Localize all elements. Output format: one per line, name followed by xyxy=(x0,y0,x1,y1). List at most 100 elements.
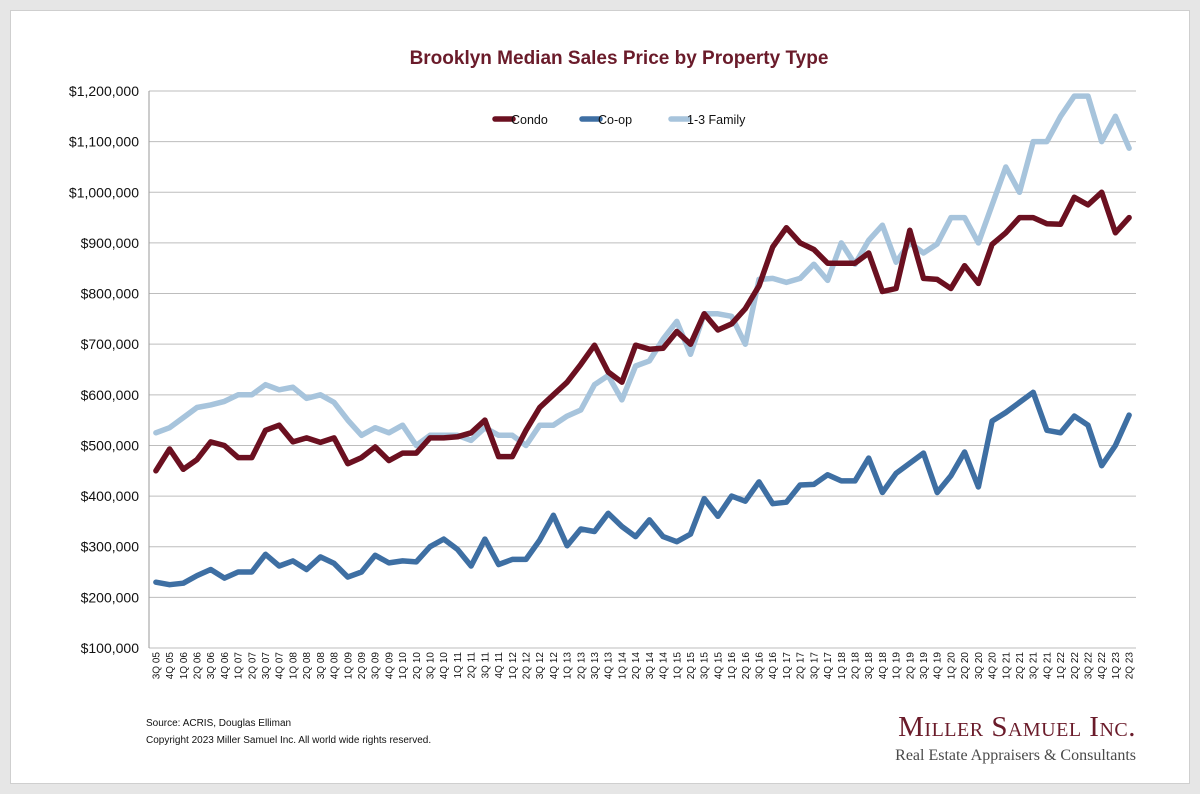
chart-card: Brooklyn Median Sales Price by Property … xyxy=(10,10,1190,784)
x-tick-label: 3Q 13 xyxy=(590,652,601,680)
x-tick-label: 3Q 06 xyxy=(206,652,217,680)
x-tick-label: 2Q 08 xyxy=(302,652,313,680)
x-tick-label: 1Q 07 xyxy=(234,652,245,680)
chart-title: Brooklyn Median Sales Price by Property … xyxy=(410,48,829,69)
x-tick-label: 1Q 11 xyxy=(453,652,464,679)
x-tick-label: 4Q 19 xyxy=(933,652,944,680)
y-tick-label: $300,000 xyxy=(81,539,140,555)
x-tick-label: 1Q 08 xyxy=(288,652,299,680)
y-tick-label: $1,000,000 xyxy=(69,184,139,200)
x-tick-label: 2Q 10 xyxy=(412,652,423,680)
x-tick-label: 4Q 22 xyxy=(1097,652,1108,680)
company-logo-title: Miller Samuel Inc. xyxy=(898,711,1136,743)
x-tick-label: 1Q 22 xyxy=(1056,652,1067,680)
x-tick-label: 4Q 13 xyxy=(604,652,615,680)
y-tick-label: $800,000 xyxy=(81,286,140,302)
x-tick-label: 3Q 09 xyxy=(371,652,382,680)
y-axis-ticks: $100,000 $200,000 $300,000 $400,000 $500,000… xyxy=(69,83,139,656)
x-tick-label: 3Q 16 xyxy=(755,652,766,680)
y-tick-label: $700,000 xyxy=(81,336,140,352)
x-tick-label: 1Q 13 xyxy=(563,652,574,680)
x-tick-label: 3Q 20 xyxy=(974,652,985,680)
x-tick-label: 3Q 08 xyxy=(316,652,327,680)
company-logo-tagline: Real Estate Appraisers & Consultants xyxy=(895,747,1136,764)
x-tick-label: 2Q 18 xyxy=(850,652,861,680)
x-tick-label: 4Q 16 xyxy=(768,652,779,680)
series-line-condo xyxy=(153,189,1132,474)
x-tick-label: 3Q 14 xyxy=(645,652,656,680)
x-tick-label: 2Q 11 xyxy=(467,652,478,679)
x-tick-label: 4Q 08 xyxy=(330,652,341,680)
x-tick-label: 3Q 15 xyxy=(700,652,711,680)
x-tick-label: 3Q 10 xyxy=(426,652,437,680)
x-tick-label: 4Q 11 xyxy=(494,652,505,679)
x-tick-label: 1Q 09 xyxy=(343,652,354,680)
x-tick-label: 4Q 17 xyxy=(823,652,834,680)
x-tick-label: 4Q 05 xyxy=(165,652,176,680)
x-tick-label: 2Q 17 xyxy=(796,652,807,680)
x-tick-label: 2Q 21 xyxy=(1015,652,1026,680)
source-note: Source: ACRIS, Douglas Elliman xyxy=(146,718,292,729)
x-tick-label: 4Q 15 xyxy=(713,652,724,680)
y-tick-label: $900,000 xyxy=(81,235,140,251)
x-tick-label: 2Q 22 xyxy=(1070,652,1081,680)
x-tick-label: 2Q 23 xyxy=(1125,652,1136,680)
y-tick-label: $100,000 xyxy=(81,640,140,656)
x-tick-label: 2Q 07 xyxy=(247,652,258,680)
y-tick-label: $500,000 xyxy=(81,437,140,453)
y-tick-label: $1,200,000 xyxy=(69,83,139,99)
x-tick-label: 3Q 17 xyxy=(809,652,820,680)
x-tick-label: 1Q 23 xyxy=(1111,652,1122,680)
x-tick-label: 2Q 13 xyxy=(576,652,587,680)
x-tick-label: 3Q 21 xyxy=(1029,652,1040,680)
y-tick-label: $200,000 xyxy=(81,589,140,605)
x-tick-label: 4Q 20 xyxy=(988,652,999,680)
x-tick-label: 4Q 18 xyxy=(878,652,889,680)
x-tick-label: 4Q 07 xyxy=(275,652,286,680)
x-tick-label: 1Q 19 xyxy=(892,652,903,680)
x-tick-label: 1Q 14 xyxy=(617,652,628,680)
x-tick-label: 4Q 06 xyxy=(220,652,231,680)
x-tick-label: 4Q 10 xyxy=(439,652,450,680)
x-tick-label: 1Q 12 xyxy=(508,652,519,680)
x-tick-label: 2Q 06 xyxy=(192,652,203,680)
x-tick-label: 2Q 19 xyxy=(905,652,916,680)
series-line-co-op xyxy=(153,389,1132,588)
x-tick-label: 2Q 16 xyxy=(741,652,752,680)
x-tick-label: 1Q 15 xyxy=(672,652,683,680)
x-tick-label: 1Q 10 xyxy=(398,652,409,680)
x-tick-label: 4Q 14 xyxy=(659,652,670,680)
copyright-note: Copyright 2023 Miller Samuel Inc. All wo… xyxy=(146,735,432,746)
x-tick-label: 2Q 12 xyxy=(521,652,532,680)
x-tick-label: 1Q 16 xyxy=(727,652,738,680)
y-tick-label: $1,100,000 xyxy=(69,134,139,150)
x-tick-label: 1Q 17 xyxy=(782,652,793,680)
x-tick-label: 4Q 21 xyxy=(1042,652,1053,680)
x-tick-label: 1Q 18 xyxy=(837,652,848,680)
x-tick-label: 4Q 12 xyxy=(549,652,560,680)
chart-svg: Brooklyn Median Sales Price by Property … xyxy=(69,48,1136,680)
x-tick-label: 1Q 21 xyxy=(1001,652,1012,680)
x-tick-label: 1Q 06 xyxy=(179,652,190,680)
y-tick-label: $600,000 xyxy=(81,387,140,403)
x-tick-label: 2Q 15 xyxy=(686,652,697,680)
x-tick-label: 1Q 20 xyxy=(946,652,957,680)
x-tick-label: 3Q 11 xyxy=(480,652,491,679)
x-tick-label: 3Q 05 xyxy=(151,652,162,680)
legend-label: Condo xyxy=(511,113,548,127)
x-tick-label: 2Q 09 xyxy=(357,652,368,680)
x-axis-ticks: 3Q 05 4Q 05 1Q 06 2Q 06 3Q 06 4Q 06 1Q 07 2Q 07… xyxy=(151,652,1135,680)
x-tick-label: 3Q 07 xyxy=(261,652,272,680)
x-tick-label: 3Q 22 xyxy=(1084,652,1095,680)
x-tick-label: 3Q 18 xyxy=(864,652,875,680)
series-lines xyxy=(153,93,1132,588)
x-tick-label: 3Q 12 xyxy=(535,652,546,680)
legend-label: Co-op xyxy=(598,113,632,127)
x-tick-label: 2Q 20 xyxy=(960,652,971,680)
legend: Condo Co-op 1-3 Family xyxy=(492,113,746,127)
x-tick-label: 4Q 09 xyxy=(384,652,395,680)
series-line-1-3-family xyxy=(153,93,1132,449)
x-tick-label: 2Q 14 xyxy=(631,652,642,680)
y-tick-label: $400,000 xyxy=(81,488,140,504)
legend-label: 1-3 Family xyxy=(687,113,746,127)
